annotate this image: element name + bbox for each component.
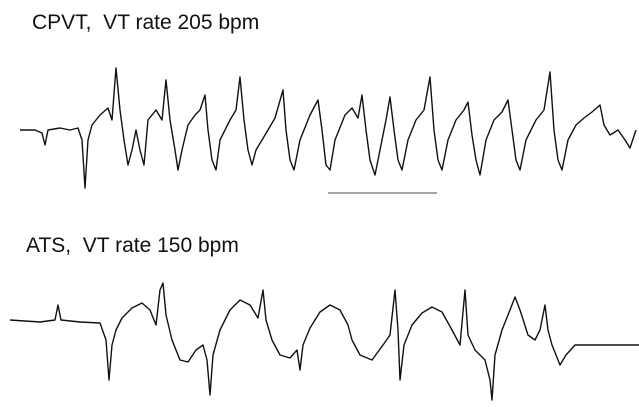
panel-label: CPVT, VT rate 205 bpm [32, 11, 259, 34]
panel-label: ATS, VT rate 150 bpm [26, 234, 239, 257]
ecg-trace [10, 283, 639, 400]
figure: CPVT, VT rate 205 bpm ATS, VT rate 150 b… [0, 0, 639, 408]
ecg-trace [20, 68, 636, 188]
